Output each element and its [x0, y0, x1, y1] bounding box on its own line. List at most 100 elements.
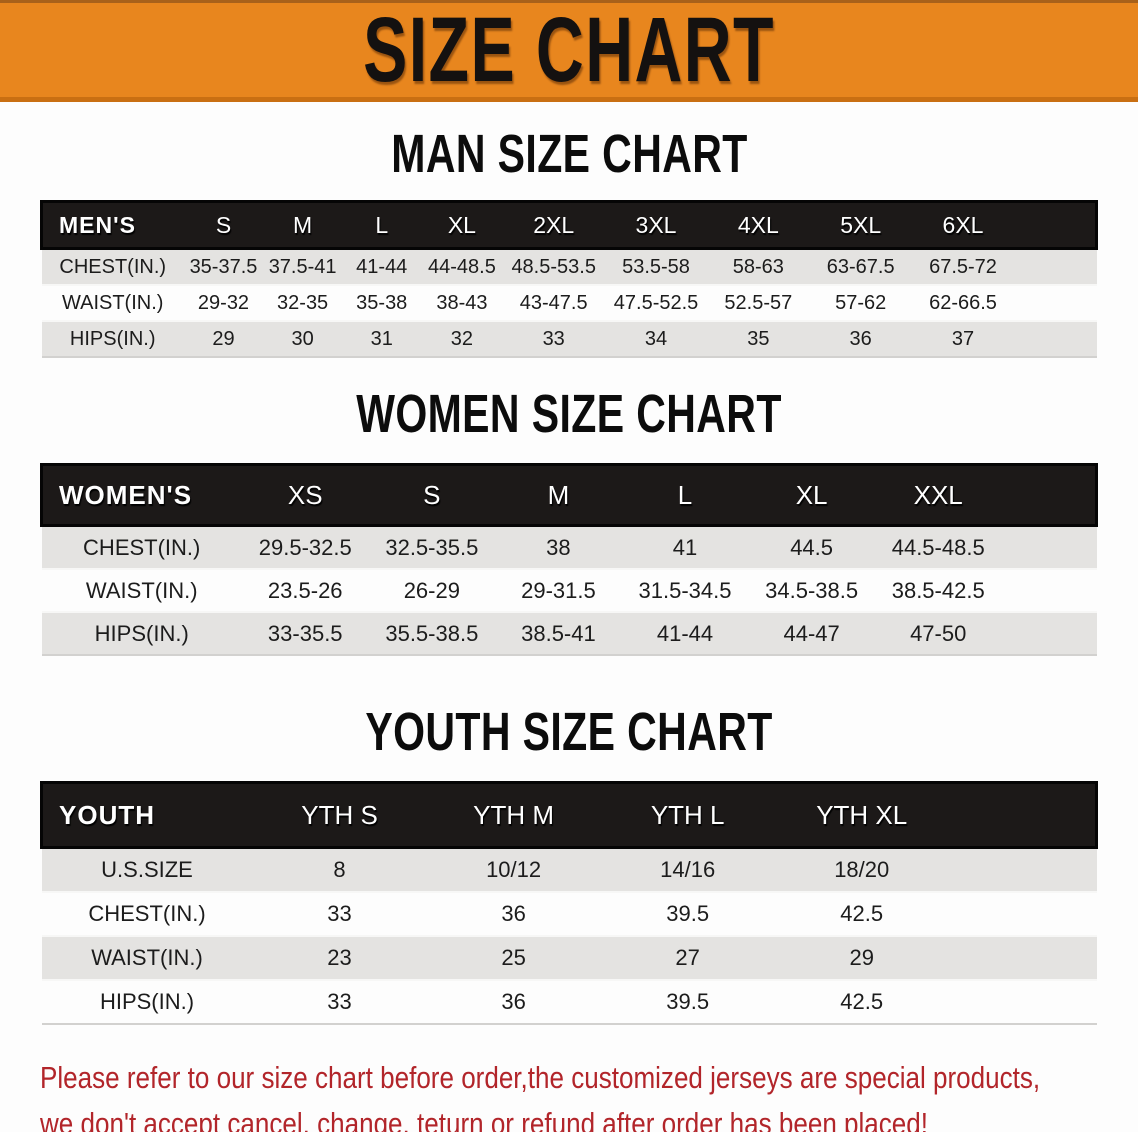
table-cell: 23 [252, 935, 427, 980]
table-cell: 38.5-41 [495, 611, 622, 655]
men-chest-row: CHEST(IN.) 35-37.5 37.5-41 41-44 44-48.5… [41, 247, 1097, 285]
table-cell: 36 [809, 320, 912, 357]
women-table-header-row: WOMEN'S XS S M L XL XXL [39, 463, 1098, 527]
table-cell: 63-67.5 [809, 247, 912, 285]
youth-chest-row: CHEST(IN.) 33 36 39.5 42.5 [41, 891, 1097, 936]
table-cell: 33 [252, 891, 427, 936]
table-cell: 44.5-48.5 [874, 524, 1002, 569]
women-table-corner-label: WOMEN'S [39, 463, 242, 527]
table-cell: 36 [426, 891, 601, 936]
table-cell: 18/20 [774, 846, 949, 892]
youth-waist-row: WAIST(IN.) 23 25 27 29 [41, 935, 1097, 980]
disclaimer-line-2: we don't accept cancel, change, teturn o… [40, 1106, 929, 1132]
women-section-heading: WOMEN SIZE CHART [0, 384, 1138, 444]
table-cell: 29-31.5 [495, 568, 622, 612]
table-cell: 33-35.5 [241, 611, 369, 655]
youth-col-header-s: YTH S [252, 781, 427, 849]
women-waist-row: WAIST(IN.) 23.5-26 26-29 29-31.5 31.5-34… [41, 568, 1097, 612]
table-cell: 31 [342, 320, 422, 357]
men-table-corner-label: MEN'S [39, 200, 184, 250]
youth-waist-row-label: WAIST(IN.) [41, 935, 253, 980]
men-header-filler [1014, 200, 1099, 250]
table-cell: 41 [621, 524, 749, 569]
table-cell: 48.5-53.5 [502, 247, 605, 285]
youth-section-heading-text: YOUTH SIZE CHART [365, 702, 773, 762]
youth-ussize-row-label: U.S.SIZE [41, 846, 253, 892]
filler-cell [948, 979, 1097, 1024]
men-section-heading-text: MAN SIZE CHART [390, 124, 748, 184]
men-col-header-m: M [263, 200, 343, 250]
table-cell: 35.5-38.5 [368, 611, 496, 655]
youth-hips-row-label: HIPS(IN.) [41, 979, 253, 1024]
youth-col-header-xl: YTH XL [774, 781, 949, 849]
table-cell: 23.5-26 [241, 568, 369, 612]
table-cell: 47.5-52.5 [604, 284, 708, 321]
table-cell: 39.5 [600, 979, 775, 1024]
men-col-header-s: S [183, 200, 264, 250]
men-col-header-xl: XL [421, 200, 503, 250]
table-cell: 34.5-38.5 [748, 568, 875, 612]
youth-col-header-l: YTH L [600, 781, 775, 849]
table-cell: 42.5 [774, 891, 949, 936]
table-cell: 14/16 [600, 846, 775, 892]
youth-section-heading: YOUTH SIZE CHART [0, 702, 1138, 762]
table-cell: 37 [911, 320, 1015, 357]
table-cell: 26-29 [368, 568, 496, 612]
men-hips-row-label: HIPS(IN.) [41, 320, 184, 357]
table-cell: 67.5-72 [911, 247, 1015, 285]
table-cell: 52.5-57 [707, 284, 810, 321]
table-cell: 37.5-41 [263, 247, 343, 285]
filler-cell [1001, 611, 1097, 655]
women-size-table: WOMEN'S XS S M L XL XXL CHEST(IN.) 29.5-… [39, 463, 1098, 656]
men-col-header-5xl: 5XL [809, 200, 912, 250]
table-cell: 27 [600, 935, 775, 980]
youth-hips-row: HIPS(IN.) 33 36 39.5 42.5 [41, 979, 1097, 1024]
table-cell: 39.5 [600, 891, 775, 936]
men-col-header-3xl: 3XL [604, 200, 708, 250]
table-cell: 42.5 [774, 979, 949, 1024]
table-cell: 44-48.5 [421, 247, 503, 285]
youth-table-header-row: YOUTH YTH S YTH M YTH L YTH XL [40, 781, 1098, 849]
men-chest-row-label: CHEST(IN.) [41, 247, 184, 285]
men-waist-row-label: WAIST(IN.) [41, 284, 184, 321]
page-title: SIZE CHART [363, 0, 775, 101]
men-waist-row: WAIST(IN.) 29-32 32-35 35-38 38-43 43-47… [41, 284, 1097, 321]
table-cell: 36 [426, 979, 601, 1024]
women-header-filler [1001, 463, 1098, 527]
table-cell: 38-43 [421, 284, 503, 321]
banner: SIZE CHART [0, 0, 1138, 102]
table-cell: 25 [426, 935, 601, 980]
women-section-heading-text: WOMEN SIZE CHART [356, 384, 782, 444]
table-cell: 53.5-58 [604, 247, 708, 285]
table-cell: 32 [421, 320, 503, 357]
filler-cell [1001, 568, 1097, 612]
table-cell: 62-66.5 [911, 284, 1015, 321]
filler-cell [1014, 320, 1097, 357]
table-cell: 33 [252, 979, 427, 1024]
men-table-header-row: MEN'S S M L XL 2XL 3XL 4XL 5XL 6XL [39, 200, 1099, 250]
table-cell: 32.5-35.5 [368, 524, 496, 569]
youth-ussize-row: U.S.SIZE 8 10/12 14/16 18/20 [41, 846, 1097, 892]
filler-cell [948, 891, 1097, 936]
table-cell: 47-50 [874, 611, 1002, 655]
disclaimer-line-1: Please refer to our size chart before or… [40, 1060, 1041, 1095]
women-col-header-m: M [495, 463, 622, 527]
men-hips-row: HIPS(IN.) 29 30 31 32 33 34 35 36 37 [41, 320, 1097, 357]
table-cell: 57-62 [809, 284, 912, 321]
table-cell: 30 [263, 320, 343, 357]
table-cell: 31.5-34.5 [621, 568, 749, 612]
women-hips-row: HIPS(IN.) 33-35.5 35.5-38.5 38.5-41 41-4… [41, 611, 1097, 655]
men-col-header-6xl: 6XL [911, 200, 1015, 250]
women-chest-row-label: CHEST(IN.) [41, 524, 242, 569]
women-col-header-xl: XL [748, 463, 875, 527]
filler-cell [1014, 284, 1097, 321]
youth-col-header-m: YTH M [426, 781, 601, 849]
women-chest-row: CHEST(IN.) 29.5-32.5 32.5-35.5 38 41 44.… [41, 524, 1097, 569]
table-cell: 41-44 [621, 611, 749, 655]
women-hips-row-label: HIPS(IN.) [41, 611, 242, 655]
table-cell: 33 [502, 320, 605, 357]
table-cell: 38 [495, 524, 622, 569]
men-col-header-2xl: 2XL [502, 200, 605, 250]
table-cell: 38.5-42.5 [874, 568, 1002, 612]
